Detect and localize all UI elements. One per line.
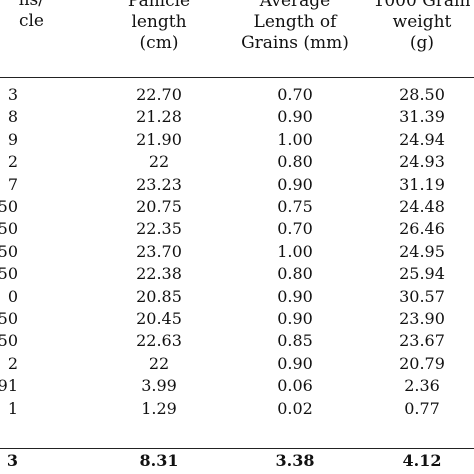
table-cell: 3 [6, 451, 18, 470]
table-cell: 1.00 [277, 129, 313, 149]
table-row: 50 22.63 0.85 23.67 [0, 330, 474, 352]
header-text: length [131, 12, 187, 32]
table-cell: 8.31 [139, 451, 179, 470]
header-text: Panicle [127, 0, 191, 11]
table-cell: 23.70 [136, 241, 182, 261]
table-cell: 0 [7, 286, 18, 306]
table-cell: 0.80 [277, 264, 313, 284]
table-row: 91 3.99 0.06 2.36 [0, 375, 474, 397]
table-row: 50 23.70 1.00 24.95 [0, 241, 474, 263]
table-row: 9 21.90 1.00 24.94 [0, 129, 474, 151]
header-text: Length of [253, 12, 337, 32]
table-cell: 2 [7, 353, 18, 373]
table-cell: 22.35 [136, 219, 182, 239]
table-cell: 20.85 [136, 286, 182, 306]
table-cell: 22 [148, 152, 170, 172]
header-col-panicle-length: Panicle length (cm) [100, 0, 218, 54]
table-cell: 22 [148, 353, 170, 373]
table-cell: 0.85 [277, 331, 313, 351]
header-text: Average [259, 0, 331, 11]
table-row: 2 22 0.90 20.79 [0, 353, 474, 375]
table-cell: 0.80 [277, 152, 313, 172]
table-row: 1 1.29 0.02 0.77 [0, 398, 474, 420]
table-cell: 50 [0, 219, 18, 239]
table-cell: 25.94 [399, 264, 445, 284]
table-cell: 0.90 [277, 309, 313, 328]
header-text: cle [18, 11, 44, 31]
table-cell: 20.79 [399, 353, 445, 373]
table-cell: 23.23 [136, 174, 182, 194]
table-cell: 91 [0, 376, 18, 396]
table-cell: 23.90 [399, 309, 445, 328]
table-cell: 1.29 [141, 398, 177, 418]
table-cell: 1 [7, 398, 18, 418]
header-text: (cm) [139, 33, 179, 53]
table-cell: 3.99 [141, 376, 177, 396]
table-cell: 0.90 [277, 286, 313, 306]
header-col-grain-length: Average Length of Grains (mm) [230, 0, 360, 54]
table-row: 50 22.38 0.80 25.94 [0, 263, 474, 285]
total-rule [0, 448, 474, 449]
table-cell: 20.45 [136, 309, 182, 328]
table-cell: 8 [7, 107, 18, 127]
table-cell: 50 [0, 241, 18, 261]
table-cell: 24.48 [399, 197, 445, 216]
table-row: 3 22.70 0.70 28.50 [0, 84, 474, 106]
header-text: ns/ [18, 0, 44, 10]
header-text: Grains (mm) [241, 33, 349, 53]
table-row: 7 23.23 0.90 31.19 [0, 174, 474, 196]
table-cell: 9 [7, 129, 18, 149]
table-row: 2 22 0.80 24.93 [0, 151, 474, 173]
table-row: 50 22.35 0.70 26.46 [0, 218, 474, 240]
table-cell: 20.75 [136, 197, 182, 216]
table-row: 0 20.85 0.90 30.57 [0, 286, 474, 308]
table-cell: 0.06 [277, 376, 313, 396]
table-cell: 24.94 [399, 129, 445, 149]
header-rule [0, 77, 474, 78]
table-cell: 0.70 [277, 85, 313, 104]
table-cell: 2 [7, 152, 18, 172]
table-cell: 0.77 [404, 398, 440, 418]
table-cell: 7 [7, 174, 18, 194]
table-cell: 50 [0, 197, 18, 216]
table-cell: 22.38 [136, 264, 182, 284]
table-cell: 31.39 [399, 107, 445, 127]
table-row: 50 20.45 0.90 23.90 [0, 308, 474, 330]
header-col-grain-weight: 1000 Grain weight (g) [370, 0, 474, 54]
table-cell: 3.38 [275, 451, 315, 470]
table-cell: 50 [0, 309, 18, 328]
table-cell: 2.36 [404, 376, 440, 396]
table-cell: 22.70 [136, 85, 182, 104]
table-cell: 50 [0, 264, 18, 284]
table-cell: 22.63 [136, 331, 182, 351]
table-cell: 3 [7, 85, 18, 104]
table-cell: 31.19 [399, 174, 445, 194]
table-cell: 0.70 [277, 219, 313, 239]
table-row: 50 20.75 0.75 24.48 [0, 196, 474, 218]
table-cell: 28.50 [399, 85, 445, 104]
table-cell: 30.57 [399, 286, 445, 306]
table-cell: 23.67 [399, 331, 445, 351]
header-col-grains: ns/ cle [0, 0, 44, 32]
header-text: weight [392, 12, 452, 32]
header-text: 1000 Grain [373, 0, 471, 11]
header-text: (g) [409, 33, 435, 53]
table-row: 8 21.28 0.90 31.39 [0, 106, 474, 128]
table-cell: 21.90 [136, 129, 182, 149]
table-row-total: 3 8.31 3.38 4.12 [0, 450, 474, 472]
table-cell: 0.90 [277, 107, 313, 127]
table-cell: 0.90 [277, 353, 313, 373]
table-cell: 26.46 [399, 219, 445, 239]
table-cell: 1.00 [277, 241, 313, 261]
table-cell: 24.93 [399, 152, 445, 172]
table-cell: 24.95 [399, 241, 445, 261]
table-cell: 0.02 [277, 398, 313, 418]
table-cell: 0.90 [277, 174, 313, 194]
table-cell: 21.28 [136, 107, 182, 127]
table-cell: 4.12 [402, 451, 442, 470]
table-cell: 0.75 [277, 197, 313, 216]
table-cell: 50 [0, 331, 18, 351]
